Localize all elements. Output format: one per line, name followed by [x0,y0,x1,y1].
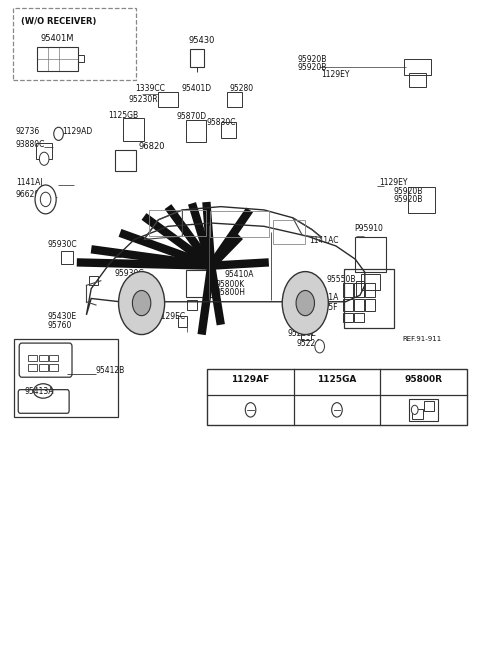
Text: 95920B: 95920B [394,187,423,196]
Text: 1125GB: 1125GB [108,111,138,120]
Circle shape [39,152,49,165]
Circle shape [40,192,51,207]
Circle shape [35,185,56,214]
Text: 95230R: 95230R [129,94,158,104]
Text: 95430E: 95430E [47,312,76,321]
Text: 95412B: 95412B [95,365,124,375]
Text: 95800R: 95800R [404,375,443,384]
Text: 91961A: 91961A [309,293,338,302]
Circle shape [54,127,63,140]
Text: REF.91-911: REF.91-911 [402,336,442,342]
Circle shape [315,340,324,353]
Circle shape [332,403,342,417]
Text: 95224: 95224 [297,339,321,348]
Text: 95930C: 95930C [47,239,77,249]
Circle shape [282,272,328,335]
Text: 95920B: 95920B [298,62,327,72]
Text: 1125GA: 1125GA [317,375,357,384]
Text: 1129EY: 1129EY [322,70,350,79]
Text: 95401M: 95401M [41,33,74,43]
Circle shape [132,291,151,316]
Text: 95930C: 95930C [114,268,144,277]
Text: 96620B: 96620B [16,190,45,199]
Text: 95920B: 95920B [298,55,327,64]
Text: 95225F: 95225F [309,302,337,312]
Text: 95800H: 95800H [215,288,245,297]
Text: 92736: 92736 [15,127,40,136]
Text: (W/O RECEIVER): (W/O RECEIVER) [21,17,96,26]
Text: 95830C: 95830C [206,117,236,127]
Text: 1129EY: 1129EY [379,178,408,187]
Text: 95800K: 95800K [215,279,244,289]
Text: 1141AC: 1141AC [310,236,339,245]
Circle shape [245,403,256,417]
Text: 1141AJ: 1141AJ [16,178,42,187]
Text: 95413A: 95413A [24,386,54,396]
Text: 1339CC: 1339CC [135,83,165,92]
Text: 95230L: 95230L [288,329,316,338]
Text: 95401D: 95401D [181,83,212,92]
Text: 95920B: 95920B [394,195,423,204]
Text: 1129AF: 1129AF [231,375,270,384]
Text: P95910: P95910 [354,224,383,233]
Text: 95410A: 95410A [225,270,254,279]
Text: 95550B: 95550B [326,275,356,284]
Text: 96820: 96820 [138,142,165,151]
Circle shape [411,405,418,415]
Text: 1129AD: 1129AD [62,127,93,136]
Circle shape [296,291,314,316]
Text: 95280: 95280 [229,83,253,92]
Text: 95430: 95430 [189,35,215,45]
Text: 95760: 95760 [47,321,72,330]
Circle shape [119,272,165,335]
Text: 1129EC: 1129EC [156,312,185,321]
Text: 93880C: 93880C [15,140,45,149]
Text: 95870D: 95870D [177,112,207,121]
